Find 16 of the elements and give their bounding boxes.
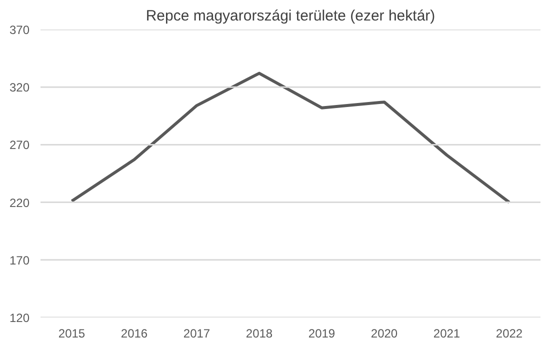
y-tick-label: 120 bbox=[9, 311, 30, 325]
y-tick-label: 370 bbox=[9, 23, 30, 37]
x-tick-label: 2022 bbox=[496, 326, 523, 340]
x-tick-label: 2018 bbox=[246, 326, 273, 340]
x-tick-label: 2016 bbox=[120, 326, 148, 340]
y-tick-label: 270 bbox=[9, 138, 30, 152]
y-tick-label: 220 bbox=[9, 196, 30, 210]
y-tick-label: 170 bbox=[9, 253, 30, 268]
x-tick-label: 2019 bbox=[308, 326, 336, 340]
x-tick-label: 2015 bbox=[58, 326, 86, 340]
line-series bbox=[70, 72, 511, 204]
x-tick-label: 2021 bbox=[433, 326, 460, 340]
y-tick-label: 320 bbox=[9, 80, 30, 95]
chart-title: Repce magyarországi területe (ezer hektár) bbox=[146, 8, 436, 24]
x-tick-label: 2020 bbox=[370, 326, 398, 340]
x-tick-label: 2017 bbox=[183, 326, 210, 340]
